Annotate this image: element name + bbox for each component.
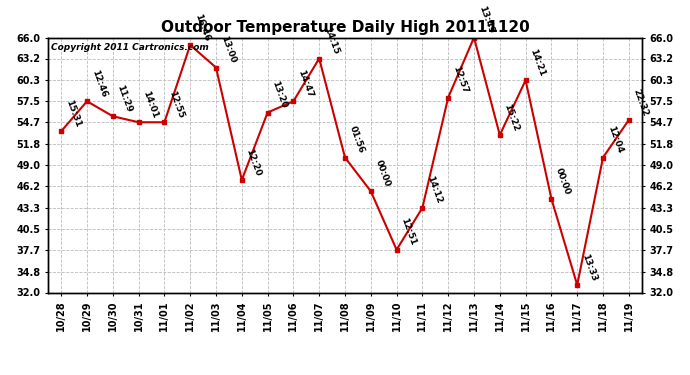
Text: 13:49: 13:49 bbox=[477, 4, 495, 35]
Text: 01:56: 01:56 bbox=[348, 125, 366, 155]
Text: 14:47: 14:47 bbox=[296, 68, 315, 99]
Text: Copyright 2011 Cartronics.com: Copyright 2011 Cartronics.com bbox=[51, 43, 209, 52]
Text: 00:00: 00:00 bbox=[373, 159, 392, 189]
Text: 14:12: 14:12 bbox=[425, 175, 444, 205]
Text: 16:46: 16:46 bbox=[193, 12, 211, 42]
Text: 14:21: 14:21 bbox=[529, 47, 546, 78]
Text: 12:04: 12:04 bbox=[606, 125, 624, 155]
Text: 12:51: 12:51 bbox=[400, 217, 417, 247]
Text: 14:15: 14:15 bbox=[322, 26, 340, 56]
Text: 22:32: 22:32 bbox=[631, 87, 650, 117]
Text: 13:00: 13:00 bbox=[219, 35, 237, 65]
Text: 12:20: 12:20 bbox=[244, 147, 263, 177]
Text: 15:22: 15:22 bbox=[502, 102, 521, 132]
Text: 13:20: 13:20 bbox=[270, 80, 288, 110]
Text: 14:01: 14:01 bbox=[141, 90, 159, 120]
Text: 13:33: 13:33 bbox=[580, 252, 598, 282]
Text: 00:00: 00:00 bbox=[554, 166, 572, 196]
Text: 12:55: 12:55 bbox=[167, 90, 186, 120]
Text: 11:29: 11:29 bbox=[116, 83, 134, 114]
Text: 12:57: 12:57 bbox=[451, 64, 469, 95]
Title: Outdoor Temperature Daily High 20111120: Outdoor Temperature Daily High 20111120 bbox=[161, 20, 529, 35]
Text: 12:46: 12:46 bbox=[90, 68, 108, 99]
Text: 15:31: 15:31 bbox=[64, 99, 82, 129]
